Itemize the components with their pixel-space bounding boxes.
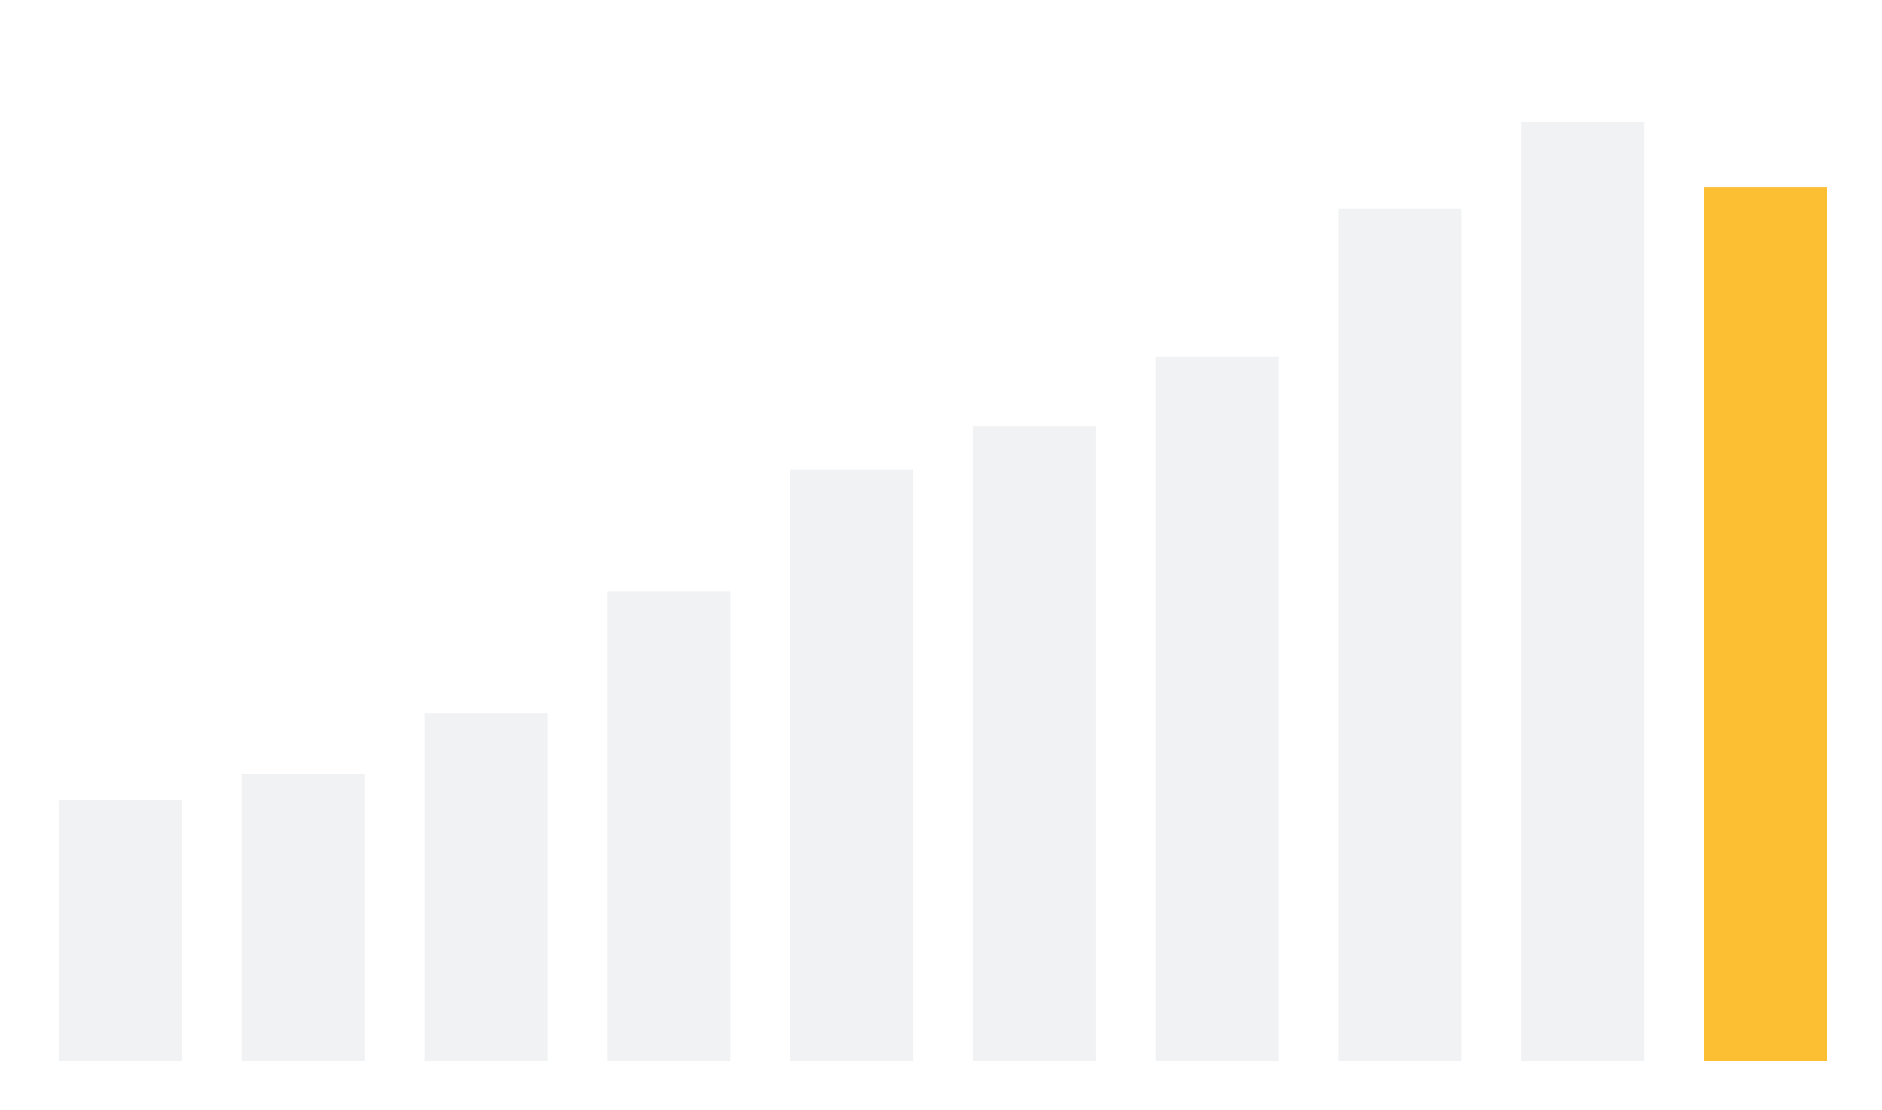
- bar: [972, 426, 1096, 1061]
- bars-group: [59, 121, 1827, 1062]
- bar: [424, 713, 548, 1061]
- bar: [790, 469, 914, 1061]
- bar: [59, 800, 182, 1061]
- bar: [1155, 356, 1279, 1061]
- bar-highlighted: [1704, 187, 1827, 1062]
- bar: [1338, 208, 1462, 1062]
- bar: [607, 591, 731, 1061]
- bar: [1521, 121, 1645, 1061]
- bar: [241, 774, 365, 1061]
